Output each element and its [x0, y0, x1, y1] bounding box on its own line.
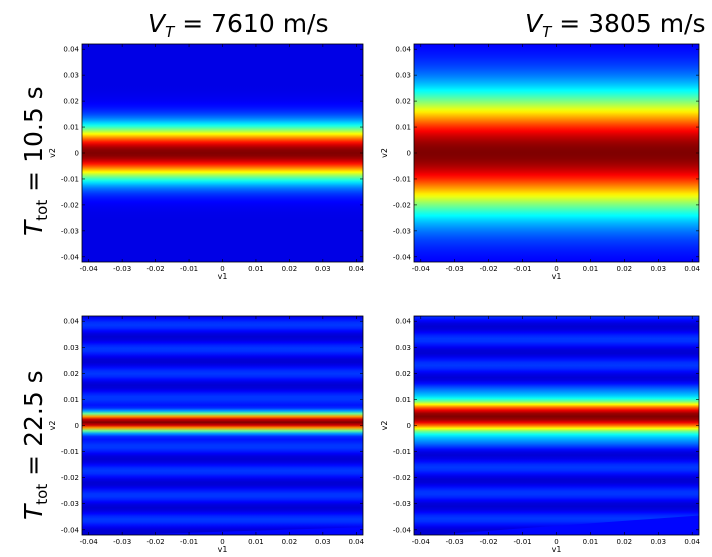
- y-tick-label: -0.04: [61, 526, 80, 534]
- x-tick-label: 0: [220, 538, 224, 546]
- y-tick-label: -0.04: [61, 253, 80, 261]
- y-tick-label: 0.01: [63, 396, 79, 404]
- y-tick-label: -0.03: [61, 227, 79, 235]
- x-tick-label: 0.01: [248, 538, 264, 546]
- y-tick-label: 0.03: [395, 72, 411, 80]
- y-tick-label: 0.03: [63, 72, 79, 80]
- x-tick-label: -0.03: [113, 265, 131, 273]
- x-tick-label: -0.04: [412, 538, 431, 546]
- x-tick-label: 0: [220, 265, 224, 273]
- x-tick-label: -0.03: [113, 538, 131, 546]
- y-tick-label: 0: [407, 150, 411, 158]
- y-tick-label: -0.01: [61, 175, 79, 183]
- y-tick-label: -0.03: [393, 500, 411, 508]
- y-axis-label: v2: [48, 148, 57, 158]
- x-tick-label: 0.01: [248, 265, 264, 273]
- x-axis-label: v1: [552, 545, 562, 554]
- y-tick-label: 0.01: [395, 396, 411, 404]
- intensity-band: [414, 44, 699, 262]
- x-tick-label: -0.01: [180, 538, 198, 546]
- row-title-1: Ttot = 10.5 s: [19, 86, 51, 236]
- column-title-1: VT = 7610 m/s: [148, 9, 329, 41]
- x-tick-label: 0.02: [282, 538, 298, 546]
- x-tick-label: 0.02: [617, 538, 633, 546]
- y-tick-label: 0.03: [395, 344, 411, 352]
- y-tick-label: 0: [407, 422, 411, 430]
- y-tick-label: 0.01: [395, 124, 411, 132]
- x-tick-label: -0.01: [514, 538, 532, 546]
- x-tick-label: 0: [554, 265, 558, 273]
- x-tick-label: 0.03: [650, 265, 666, 273]
- x-tick-label: 0.04: [349, 538, 365, 546]
- heatmap-panel-1: -0.04 -0.03 -0.02 -0.01 0 0.01 0.02 0.03 0.04 -0.…: [48, 43, 365, 281]
- row-title-2: Ttot = 22.5 s: [19, 370, 51, 520]
- y-tick-label: 0.02: [63, 370, 79, 378]
- x-tick-label: 0.03: [315, 538, 331, 546]
- x-tick-label: -0.01: [180, 265, 198, 273]
- x-tick-label: -0.02: [480, 265, 498, 273]
- x-tick-label: 0.01: [583, 265, 599, 273]
- x-tick-label: 0.01: [583, 538, 599, 546]
- x-tick-label: 0.04: [684, 538, 700, 546]
- y-axis-label: v2: [380, 148, 389, 158]
- y-tick-label: -0.01: [61, 448, 79, 456]
- y-tick-label: -0.01: [393, 448, 411, 456]
- x-tick-label: -0.02: [480, 538, 498, 546]
- y-tick-label: -0.02: [393, 201, 411, 209]
- y-tick-label: -0.04: [393, 253, 412, 261]
- y-tick-label: 0.01: [63, 124, 79, 132]
- x-tick-label: -0.02: [147, 265, 165, 273]
- y-tick-label: -0.01: [393, 175, 411, 183]
- x-tick-label: -0.04: [80, 265, 99, 273]
- heatmap-panel-2: -0.04 -0.03 -0.02 -0.01 0 0.01 0.02 0.03 0.04 -0.…: [380, 43, 701, 281]
- y-tick-label: -0.03: [393, 227, 411, 235]
- y-tick-label: 0.04: [63, 46, 79, 54]
- x-tick-label: 0.04: [684, 265, 700, 273]
- intensity-band: [82, 316, 363, 535]
- x-tick-label: -0.02: [147, 538, 165, 546]
- intensity-band: [414, 316, 699, 535]
- x-tick-label: 0.03: [315, 265, 331, 273]
- heatmap-panel-3: -0.04 -0.03 -0.02 -0.01 0 0.01 0.02 0.03 0.04 -0.…: [48, 315, 365, 554]
- y-tick-label: -0.02: [61, 474, 79, 482]
- y-axis-label: v2: [48, 421, 57, 431]
- x-axis-label: v1: [218, 545, 228, 554]
- x-tick-label: 0.02: [282, 265, 298, 273]
- y-tick-label: 0.02: [395, 370, 411, 378]
- x-tick-label: -0.01: [514, 265, 532, 273]
- y-tick-label: 0.03: [63, 344, 79, 352]
- heatmap-panel-4: -0.04 -0.03 -0.02 -0.01 0 0.01 0.02 0.03 0.04 -0.…: [380, 315, 701, 554]
- x-tick-label: -0.03: [446, 538, 464, 546]
- y-tick-label: 0: [75, 422, 79, 430]
- y-tick-label: -0.04: [393, 526, 412, 534]
- y-tick-label: -0.03: [61, 500, 79, 508]
- y-tick-label: 0.02: [63, 98, 79, 106]
- x-axis-label: v1: [218, 272, 228, 281]
- x-axis-label: v1: [552, 272, 562, 281]
- y-tick-label: -0.02: [393, 474, 411, 482]
- y-axis-label: v2: [380, 421, 389, 431]
- y-tick-label: 0.02: [395, 98, 411, 106]
- intensity-band: [82, 44, 363, 262]
- x-tick-label: 0.03: [650, 538, 666, 546]
- x-tick-label: -0.03: [446, 265, 464, 273]
- x-tick-label: 0.04: [349, 265, 365, 273]
- x-tick-label: 0: [554, 538, 558, 546]
- y-tick-label: 0.04: [63, 318, 79, 326]
- x-tick-label: 0.02: [617, 265, 633, 273]
- x-tick-label: -0.04: [80, 538, 99, 546]
- y-tick-label: 0.04: [395, 46, 411, 54]
- y-tick-label: -0.02: [61, 201, 79, 209]
- x-tick-label: -0.04: [412, 265, 431, 273]
- y-tick-label: 0: [75, 150, 79, 158]
- column-title-2: VT = 3805 m/s: [525, 9, 706, 41]
- y-tick-label: 0.04: [395, 318, 411, 326]
